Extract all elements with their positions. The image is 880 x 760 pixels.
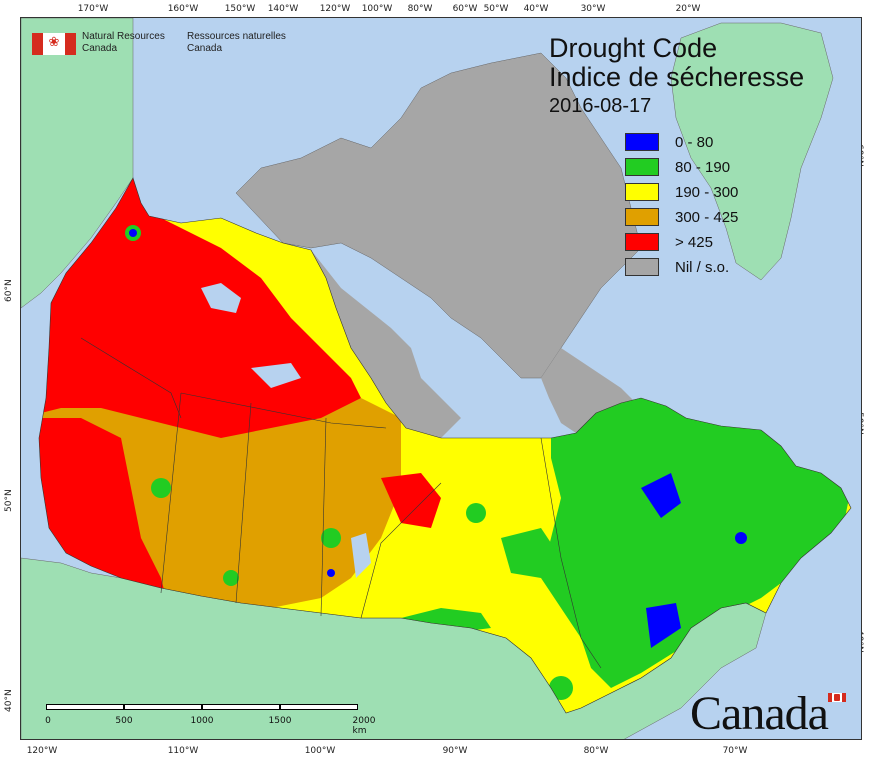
tick-label: 100°W (361, 4, 393, 14)
map-date: 2016-08-17 (549, 95, 652, 117)
tick-label: 120°W (26, 746, 58, 756)
legend-swatch (625, 208, 659, 226)
legend-item: 190 - 300 (625, 183, 825, 203)
tick-label: 60°N (4, 279, 14, 302)
canada-flag-icon: ❀ (32, 33, 76, 55)
title-fr: Indice de sécheresse (549, 62, 805, 92)
legend-swatch (625, 183, 659, 201)
legend-item: 300 - 425 (625, 208, 825, 228)
agency-name-en: Natural Resources Canada (82, 31, 165, 54)
tick-label: 120°W (319, 4, 351, 14)
agency-logo: ❀ Natural Resources Canada Ressources na… (32, 31, 292, 61)
tick-label: 20°W (675, 4, 701, 14)
map-canvas[interactable] (20, 17, 862, 740)
legend-label: 300 - 425 (675, 209, 739, 226)
scale-label: 0 (45, 716, 51, 726)
legend-label: > 425 (675, 234, 713, 251)
non-canada-land (21, 18, 834, 739)
scale-label: 1500 (268, 716, 292, 726)
legend-swatch (625, 133, 659, 151)
wordmark-flag-icon (828, 693, 846, 702)
tick-label: 40°N (4, 689, 14, 712)
tick-label: 150°W (224, 4, 256, 14)
legend-item: 0 - 80 (625, 133, 825, 153)
tick-label: 50°N (4, 489, 14, 512)
tick-label: 70°W (722, 746, 748, 756)
scale-label: 500 (115, 716, 133, 726)
legend-label: 80 - 190 (675, 159, 731, 176)
tick-label: 110°W (167, 746, 199, 756)
scale-bar: 0 500 1000 1500 2000 km (45, 704, 375, 736)
legend-label: 0 - 80 (675, 134, 714, 151)
tick-label: 50°W (483, 4, 509, 14)
legend-item: > 425 (625, 233, 825, 253)
scale-label: 1000 (190, 716, 214, 726)
title-en: Drought Code (549, 33, 718, 63)
legend-item: Nil / s.o. (625, 258, 825, 278)
legend-swatch (625, 258, 659, 276)
tick-label: 40°W (523, 4, 549, 14)
tick-label: 160°W (167, 4, 199, 14)
borders (38, 177, 852, 714)
tick-label: 140°W (267, 4, 299, 14)
tick-label: 100°W (304, 746, 336, 756)
agency-name-fr: Ressources naturelles Canada (187, 31, 286, 54)
tick-label: 60°W (452, 4, 478, 14)
tick-label: 80°W (407, 4, 433, 14)
legend-item: 80 - 190 (625, 158, 825, 178)
legend-label: Nil / s.o. (675, 259, 730, 276)
legend-swatch (625, 233, 659, 251)
scale-label: 2000 km (352, 716, 376, 736)
map-svg (21, 18, 852, 739)
lakes (201, 283, 371, 578)
map-title-block: Drought Code Indice de sécheresse 2016-0… (549, 34, 849, 118)
legend-swatch (625, 158, 659, 176)
canada-wordmark: Canada (690, 687, 829, 740)
legend-label: 190 - 300 (675, 184, 739, 201)
tick-label: 170°W (77, 4, 109, 14)
tick-label: 30°W (580, 4, 606, 14)
tick-label: 90°W (442, 746, 468, 756)
tick-label: 80°W (583, 746, 609, 756)
